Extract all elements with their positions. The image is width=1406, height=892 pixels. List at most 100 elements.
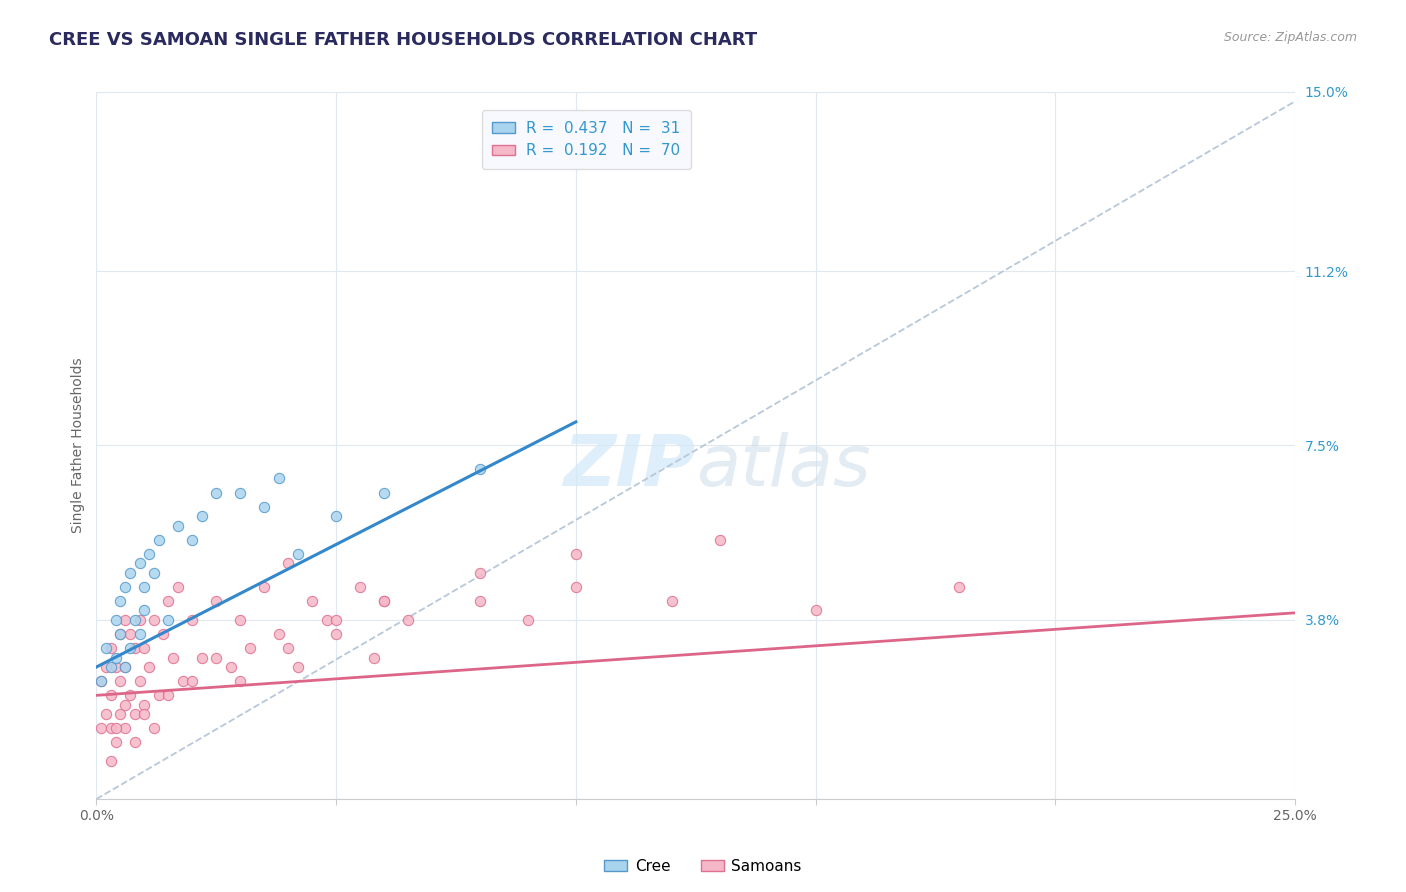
Point xyxy=(229,674,252,689)
Point xyxy=(191,509,214,524)
Point xyxy=(253,500,276,514)
Point xyxy=(128,627,150,641)
Point xyxy=(94,641,117,656)
Point xyxy=(128,613,150,627)
Point xyxy=(396,613,419,627)
Point xyxy=(565,547,588,561)
Point xyxy=(253,580,276,594)
Point xyxy=(114,698,136,712)
Point xyxy=(134,603,156,617)
Point xyxy=(90,674,112,689)
Point xyxy=(100,755,122,769)
Point xyxy=(110,674,132,689)
Point xyxy=(114,722,136,736)
Point xyxy=(134,707,156,722)
Point xyxy=(142,566,165,580)
Point xyxy=(110,707,132,722)
Point xyxy=(138,660,160,674)
Text: atlas: atlas xyxy=(696,433,870,501)
Point xyxy=(100,641,122,656)
Point xyxy=(565,580,588,594)
Point xyxy=(804,603,827,617)
Point xyxy=(110,627,132,641)
Point xyxy=(516,613,538,627)
Point xyxy=(948,580,970,594)
Point xyxy=(167,518,190,533)
Point xyxy=(468,566,491,580)
Point xyxy=(90,674,112,689)
Point xyxy=(315,613,337,627)
Point xyxy=(301,594,323,608)
Point xyxy=(104,613,127,627)
Point xyxy=(128,674,150,689)
Point xyxy=(118,566,141,580)
Legend: R =  0.437   N =  31, R =  0.192   N =  70: R = 0.437 N = 31, R = 0.192 N = 70 xyxy=(482,110,690,169)
Point xyxy=(114,660,136,674)
Point xyxy=(118,641,141,656)
Point xyxy=(229,613,252,627)
Point xyxy=(373,594,395,608)
Point xyxy=(104,735,127,749)
Point xyxy=(162,650,184,665)
Point xyxy=(124,613,146,627)
Point xyxy=(142,613,165,627)
Point xyxy=(148,533,170,547)
Point xyxy=(134,698,156,712)
Legend: Cree, Samoans: Cree, Samoans xyxy=(598,853,808,880)
Point xyxy=(287,547,309,561)
Point xyxy=(325,509,347,524)
Point xyxy=(134,580,156,594)
Point xyxy=(148,689,170,703)
Point xyxy=(167,580,190,594)
Point xyxy=(287,660,309,674)
Point xyxy=(277,557,299,571)
Point xyxy=(94,707,117,722)
Point xyxy=(128,557,150,571)
Y-axis label: Single Father Households: Single Father Households xyxy=(72,358,86,533)
Point xyxy=(104,650,127,665)
Text: ZIP: ZIP xyxy=(564,433,696,501)
Point xyxy=(205,650,228,665)
Point xyxy=(100,689,122,703)
Point xyxy=(325,613,347,627)
Point xyxy=(205,594,228,608)
Point xyxy=(138,547,160,561)
Point xyxy=(181,674,204,689)
Point xyxy=(110,627,132,641)
Point xyxy=(157,594,180,608)
Point xyxy=(110,594,132,608)
Point xyxy=(157,613,180,627)
Point xyxy=(325,627,347,641)
Point xyxy=(373,594,395,608)
Point xyxy=(100,722,122,736)
Point xyxy=(142,722,165,736)
Point xyxy=(94,660,117,674)
Point xyxy=(373,485,395,500)
Point xyxy=(157,689,180,703)
Point xyxy=(152,627,174,641)
Point xyxy=(114,613,136,627)
Point xyxy=(219,660,242,674)
Point xyxy=(114,580,136,594)
Point xyxy=(267,627,290,641)
Point xyxy=(277,641,299,656)
Point xyxy=(661,594,683,608)
Point xyxy=(267,471,290,485)
Point xyxy=(239,641,262,656)
Text: Source: ZipAtlas.com: Source: ZipAtlas.com xyxy=(1223,31,1357,45)
Point xyxy=(118,627,141,641)
Point xyxy=(100,660,122,674)
Point xyxy=(363,650,385,665)
Point xyxy=(104,660,127,674)
Point xyxy=(181,613,204,627)
Point xyxy=(191,650,214,665)
Point xyxy=(124,707,146,722)
Text: CREE VS SAMOAN SINGLE FATHER HOUSEHOLDS CORRELATION CHART: CREE VS SAMOAN SINGLE FATHER HOUSEHOLDS … xyxy=(49,31,758,49)
Point xyxy=(181,533,204,547)
Point xyxy=(124,641,146,656)
Point xyxy=(349,580,371,594)
Point xyxy=(468,462,491,476)
Point xyxy=(104,722,127,736)
Point xyxy=(114,660,136,674)
Point xyxy=(134,641,156,656)
